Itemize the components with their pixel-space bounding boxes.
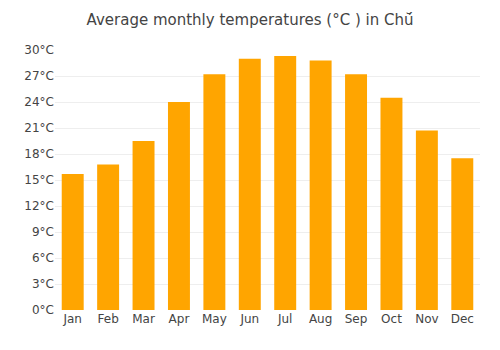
svg-text:6°C: 6°C xyxy=(32,251,54,265)
svg-text:Jan: Jan xyxy=(62,312,82,326)
svg-text:Average monthly temperatures (: Average monthly temperatures (°C ) in Ch… xyxy=(87,11,414,29)
svg-text:21°C: 21°C xyxy=(24,121,54,135)
svg-text:Feb: Feb xyxy=(98,312,119,326)
svg-text:Apr: Apr xyxy=(169,312,190,326)
svg-text:Sep: Sep xyxy=(345,312,368,326)
svg-text:Dec: Dec xyxy=(451,312,474,326)
svg-text:0°C: 0°C xyxy=(32,303,54,317)
svg-text:15°C: 15°C xyxy=(24,173,54,187)
svg-text:9°C: 9°C xyxy=(32,225,54,239)
svg-text:Aug: Aug xyxy=(309,312,332,326)
svg-text:Nov: Nov xyxy=(415,312,438,326)
svg-text:30°C: 30°C xyxy=(24,43,54,57)
svg-text:Jun: Jun xyxy=(239,312,259,326)
svg-text:3°C: 3°C xyxy=(32,277,54,291)
svg-text:24°C: 24°C xyxy=(24,95,54,109)
svg-text:Jul: Jul xyxy=(277,312,292,326)
svg-text:Mar: Mar xyxy=(132,312,155,326)
svg-text:May: May xyxy=(202,312,227,326)
svg-text:18°C: 18°C xyxy=(24,147,54,161)
svg-text:12°C: 12°C xyxy=(24,199,54,213)
svg-text:27°C: 27°C xyxy=(24,69,54,83)
svg-text:Oct: Oct xyxy=(381,312,402,326)
